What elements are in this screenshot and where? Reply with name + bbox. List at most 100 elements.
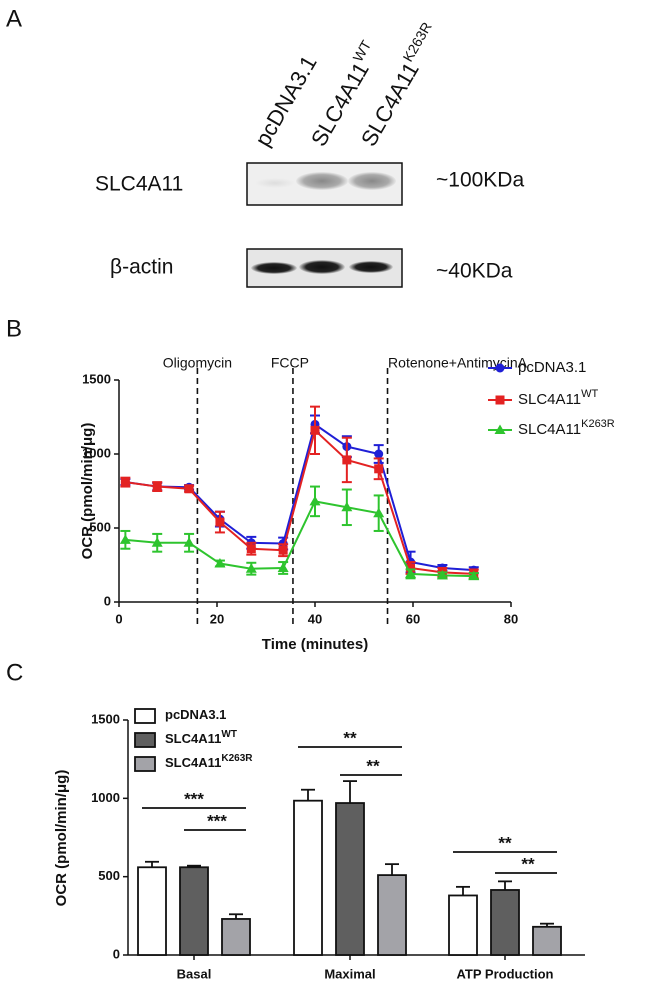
event-label: Oligomycin (163, 355, 232, 371)
panel-label: A (6, 5, 22, 32)
bar (448, 894, 478, 956)
y-tick-label: 500 (98, 868, 120, 883)
marker (245, 563, 257, 573)
significance-label: ** (498, 833, 512, 852)
legend-marker (495, 363, 505, 373)
legend-label: pcDNA3.1 (518, 359, 586, 376)
marker (374, 449, 384, 459)
error-bar (301, 788, 315, 801)
blot-band (349, 261, 393, 273)
legend-label-main: SLC4A11 (518, 421, 581, 438)
marker (405, 568, 417, 578)
significance-label: *** (184, 789, 204, 808)
blot-size-label: ~40KDa (436, 260, 513, 283)
series-line (125, 500, 474, 578)
marker (436, 569, 448, 580)
legend-label-main: pcDNA3.1 (518, 359, 586, 376)
marker (152, 482, 162, 492)
legend-label-sup: K263R (221, 753, 253, 764)
marker (406, 563, 416, 573)
marker (183, 537, 195, 547)
legend-label-main: SLC4A11 (165, 731, 221, 746)
bar (179, 866, 209, 956)
y-tick-label: 1000 (82, 445, 111, 460)
marker (214, 558, 226, 568)
series-line (125, 428, 474, 575)
x-tick-label: Basal (177, 966, 212, 981)
legend-marker (495, 395, 505, 405)
marker (151, 537, 163, 547)
marker (215, 517, 225, 527)
marker (374, 464, 384, 474)
y-tick-label: 1500 (82, 371, 111, 386)
legend-swatch (134, 732, 156, 748)
x-axis-label: Time (minutes) (262, 636, 368, 653)
blot-band (299, 260, 345, 274)
series-line (125, 422, 474, 572)
blot-band (296, 172, 348, 190)
blot-band (348, 172, 396, 190)
marker (184, 484, 194, 494)
legend-label-sup: WT (581, 388, 598, 400)
blot-row-label: SLC4A11 (95, 173, 183, 196)
error-bar (385, 863, 399, 876)
bar (137, 866, 167, 956)
marker (277, 562, 289, 572)
marker (246, 544, 256, 554)
y-tick-label: 1500 (91, 711, 120, 726)
legend-label: SLC4A11K263R (165, 753, 253, 770)
blot-band (251, 262, 297, 274)
marker (278, 545, 288, 555)
lane-label-sup: K263R (399, 19, 434, 64)
error-bar (456, 885, 470, 896)
panel-label: C (6, 659, 23, 686)
error-bar (498, 880, 512, 890)
significance-label: ** (366, 756, 380, 775)
legend-label-main: SLC4A11 (518, 391, 581, 408)
legend-label-sup: K263R (581, 418, 615, 430)
blot-row-label: β-actin (110, 256, 173, 279)
y-tick-label: 1000 (91, 790, 120, 805)
y-axis-label: OCR (pmol/min/μg) (79, 423, 96, 560)
legend-swatch (134, 708, 156, 724)
significance-label: ** (343, 728, 357, 747)
bar (221, 918, 251, 956)
marker (342, 455, 352, 465)
legend-swatch (134, 756, 156, 772)
blot-size-label: ~100KDa (436, 169, 524, 192)
legend-label: pcDNA3.1 (165, 707, 226, 722)
y-tick-label: 0 (113, 946, 120, 961)
legend-label: SLC4A11WT (165, 729, 237, 746)
bar (532, 925, 562, 956)
marker (119, 534, 131, 544)
x-tick-label: Maximal (324, 966, 375, 981)
error-bar (343, 780, 357, 804)
x-tick-label: 80 (504, 611, 518, 626)
legend-label-sup: WT (221, 729, 237, 740)
marker (310, 425, 320, 435)
legend-marker (494, 424, 506, 434)
bar (490, 889, 520, 956)
event-label: Rotenone+AntimycinA (388, 355, 528, 371)
y-tick-label: 500 (89, 519, 111, 534)
significance-label: *** (207, 811, 227, 830)
x-tick-label: 0 (115, 611, 122, 626)
x-tick-label: ATP Production (456, 966, 553, 981)
marker (309, 495, 321, 506)
bar (377, 874, 407, 956)
error-bar (145, 860, 159, 868)
bar (335, 802, 365, 956)
x-tick-label: 40 (308, 611, 322, 626)
significance-label: ** (521, 854, 535, 873)
lane-label: SLC4A11K263R (353, 19, 445, 150)
event-label: FCCP (271, 355, 309, 371)
marker (373, 507, 385, 518)
x-tick-label: 20 (210, 611, 224, 626)
y-tick-label: 0 (104, 593, 111, 608)
legend-label: SLC4A11WT (518, 388, 598, 408)
legend-label-main: SLC4A11 (165, 755, 221, 770)
y-axis-label: OCR (pmol/min/μg) (53, 770, 70, 907)
marker (468, 570, 480, 581)
